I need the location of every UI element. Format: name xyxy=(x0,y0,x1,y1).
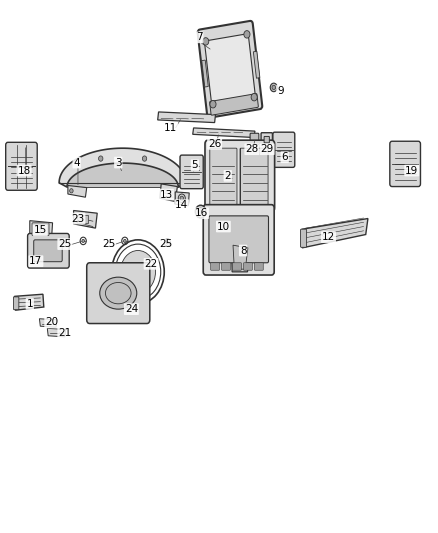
Circle shape xyxy=(272,85,276,90)
Polygon shape xyxy=(175,192,189,206)
Text: 23: 23 xyxy=(71,214,85,223)
Polygon shape xyxy=(206,208,272,227)
FancyBboxPatch shape xyxy=(210,94,258,115)
FancyBboxPatch shape xyxy=(250,133,259,145)
Circle shape xyxy=(124,239,126,243)
Polygon shape xyxy=(14,294,44,310)
Polygon shape xyxy=(233,245,248,269)
FancyBboxPatch shape xyxy=(32,223,49,236)
Bar xyxy=(253,51,260,78)
Polygon shape xyxy=(74,211,97,228)
FancyBboxPatch shape xyxy=(87,263,150,324)
Polygon shape xyxy=(68,185,87,197)
FancyBboxPatch shape xyxy=(300,229,307,247)
Polygon shape xyxy=(39,319,57,327)
Text: 25: 25 xyxy=(159,239,172,249)
Text: 28: 28 xyxy=(245,144,258,154)
Text: 26: 26 xyxy=(208,139,221,149)
Polygon shape xyxy=(47,328,66,337)
Circle shape xyxy=(120,251,155,293)
Bar xyxy=(202,60,208,87)
Polygon shape xyxy=(67,163,178,187)
Text: 13: 13 xyxy=(160,190,173,199)
Text: 4: 4 xyxy=(73,158,80,167)
Text: 8: 8 xyxy=(240,246,247,255)
FancyBboxPatch shape xyxy=(244,263,252,270)
Polygon shape xyxy=(302,219,368,248)
Ellipse shape xyxy=(100,277,137,309)
FancyBboxPatch shape xyxy=(273,132,295,167)
FancyBboxPatch shape xyxy=(211,263,219,270)
Text: 5: 5 xyxy=(191,160,198,170)
Text: 3: 3 xyxy=(115,158,122,167)
Text: 21: 21 xyxy=(58,328,71,338)
Text: 16: 16 xyxy=(195,208,208,218)
Circle shape xyxy=(203,38,209,45)
Text: 15: 15 xyxy=(34,225,47,235)
Text: 25: 25 xyxy=(58,239,71,249)
Text: 29: 29 xyxy=(261,144,274,154)
Polygon shape xyxy=(59,148,186,187)
Text: 18: 18 xyxy=(18,166,31,175)
FancyBboxPatch shape xyxy=(203,205,274,275)
Text: 17: 17 xyxy=(29,256,42,266)
Polygon shape xyxy=(158,112,215,123)
Circle shape xyxy=(70,189,73,193)
FancyBboxPatch shape xyxy=(390,141,420,187)
FancyBboxPatch shape xyxy=(198,21,262,118)
FancyBboxPatch shape xyxy=(264,136,269,143)
FancyBboxPatch shape xyxy=(34,240,62,262)
FancyBboxPatch shape xyxy=(205,140,275,212)
Circle shape xyxy=(195,205,206,218)
Circle shape xyxy=(198,208,204,215)
FancyBboxPatch shape xyxy=(240,148,268,205)
Bar xyxy=(77,215,88,223)
FancyBboxPatch shape xyxy=(14,297,19,310)
Text: 24: 24 xyxy=(125,304,138,314)
FancyBboxPatch shape xyxy=(205,34,255,102)
Text: 2: 2 xyxy=(224,171,231,181)
Text: 20: 20 xyxy=(45,318,58,327)
FancyBboxPatch shape xyxy=(261,133,272,147)
FancyBboxPatch shape xyxy=(180,155,203,189)
Circle shape xyxy=(166,241,169,244)
Text: 10: 10 xyxy=(217,222,230,231)
Text: 22: 22 xyxy=(145,259,158,269)
Polygon shape xyxy=(193,128,255,138)
Circle shape xyxy=(210,101,216,108)
Text: 11: 11 xyxy=(164,123,177,133)
FancyBboxPatch shape xyxy=(6,142,37,190)
FancyBboxPatch shape xyxy=(210,148,237,205)
Text: 7: 7 xyxy=(196,33,203,42)
Text: 6: 6 xyxy=(281,152,288,162)
FancyBboxPatch shape xyxy=(233,263,241,270)
Circle shape xyxy=(270,83,277,92)
FancyBboxPatch shape xyxy=(222,263,230,270)
Text: 1: 1 xyxy=(26,299,33,309)
Circle shape xyxy=(82,239,85,243)
FancyBboxPatch shape xyxy=(209,216,268,263)
FancyBboxPatch shape xyxy=(28,233,69,268)
Text: 19: 19 xyxy=(405,166,418,175)
Text: 12: 12 xyxy=(322,232,335,242)
Polygon shape xyxy=(30,221,53,237)
Ellipse shape xyxy=(106,282,131,304)
Text: 14: 14 xyxy=(175,200,188,210)
Circle shape xyxy=(178,194,185,203)
Circle shape xyxy=(244,30,250,38)
FancyBboxPatch shape xyxy=(254,263,263,270)
Circle shape xyxy=(142,156,147,161)
Circle shape xyxy=(180,196,184,200)
Circle shape xyxy=(99,156,103,161)
Polygon shape xyxy=(231,243,251,272)
Polygon shape xyxy=(160,184,177,201)
Text: 25: 25 xyxy=(102,239,115,249)
Circle shape xyxy=(251,93,257,101)
Text: 9: 9 xyxy=(277,86,284,95)
